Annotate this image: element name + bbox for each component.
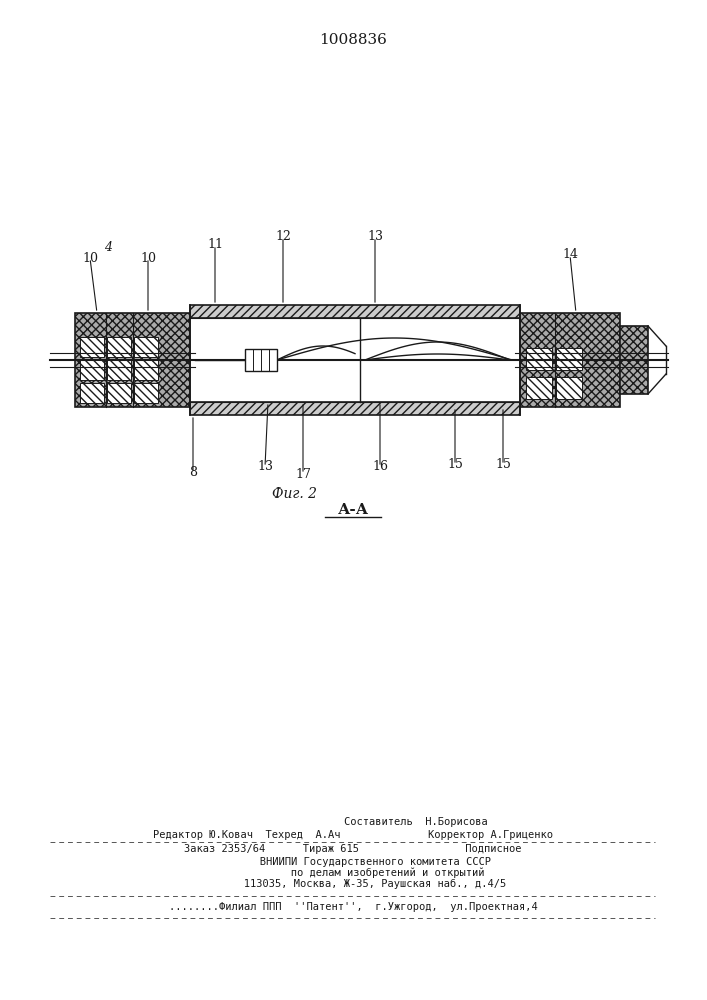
Text: Заказ 2353/64      Тираж 615                 Подписное: Заказ 2353/64 Тираж 615 Подписное [185, 844, 522, 854]
Text: 14: 14 [562, 248, 578, 261]
Text: Составитель  Н.Борисова: Составитель Н.Борисова [218, 817, 487, 827]
Bar [245, 349, 277, 371]
Bar [134, 383, 158, 403]
Bar [134, 360, 158, 380]
Text: 13: 13 [257, 460, 273, 474]
Text: 15: 15 [495, 458, 511, 472]
Bar [526, 348, 552, 370]
Bar [190, 305, 520, 318]
Bar [556, 377, 582, 399]
Text: 16: 16 [372, 460, 388, 474]
Text: ........Филиал ППП  ''Патент'',  г.Ужгород,  ул.Проектная,4: ........Филиал ППП ''Патент'', г.Ужгород… [169, 902, 537, 912]
Bar [75, 313, 190, 407]
Text: ВНИИПИ Государственного комитета СССР: ВНИИПИ Государственного комитета СССР [216, 857, 491, 867]
Text: Фиг. 2: Фиг. 2 [272, 487, 317, 501]
Text: Редактор Ю.Ковач  Техред  А.Ач              Корректор А.Гриценко: Редактор Ю.Ковач Техред А.Ач Корректор А… [153, 830, 553, 840]
Bar [134, 337, 158, 357]
Bar [80, 337, 104, 357]
Text: А-А: А-А [337, 503, 368, 517]
Text: 113035, Москва, Ж-35, Раушская наб., д.4/5: 113035, Москва, Ж-35, Раушская наб., д.4… [200, 879, 506, 889]
Bar [107, 360, 131, 380]
Text: 10: 10 [140, 251, 156, 264]
Text: 13: 13 [367, 231, 383, 243]
Text: 4: 4 [104, 241, 112, 254]
Bar [520, 313, 620, 407]
Bar [80, 383, 104, 403]
Bar [107, 383, 131, 403]
Text: по делам изобретений и открытий: по делам изобретений и открытий [222, 868, 484, 878]
Bar [526, 377, 552, 399]
Bar [620, 326, 648, 394]
Text: 17: 17 [295, 468, 311, 481]
Bar [556, 348, 582, 370]
Text: 12: 12 [275, 231, 291, 243]
Bar [80, 360, 104, 380]
Text: 15: 15 [447, 458, 463, 472]
Text: 10: 10 [82, 251, 98, 264]
Text: 1008836: 1008836 [319, 33, 387, 47]
Text: 11: 11 [207, 238, 223, 251]
Bar [107, 337, 131, 357]
Bar [190, 402, 520, 415]
Text: 8: 8 [189, 466, 197, 480]
